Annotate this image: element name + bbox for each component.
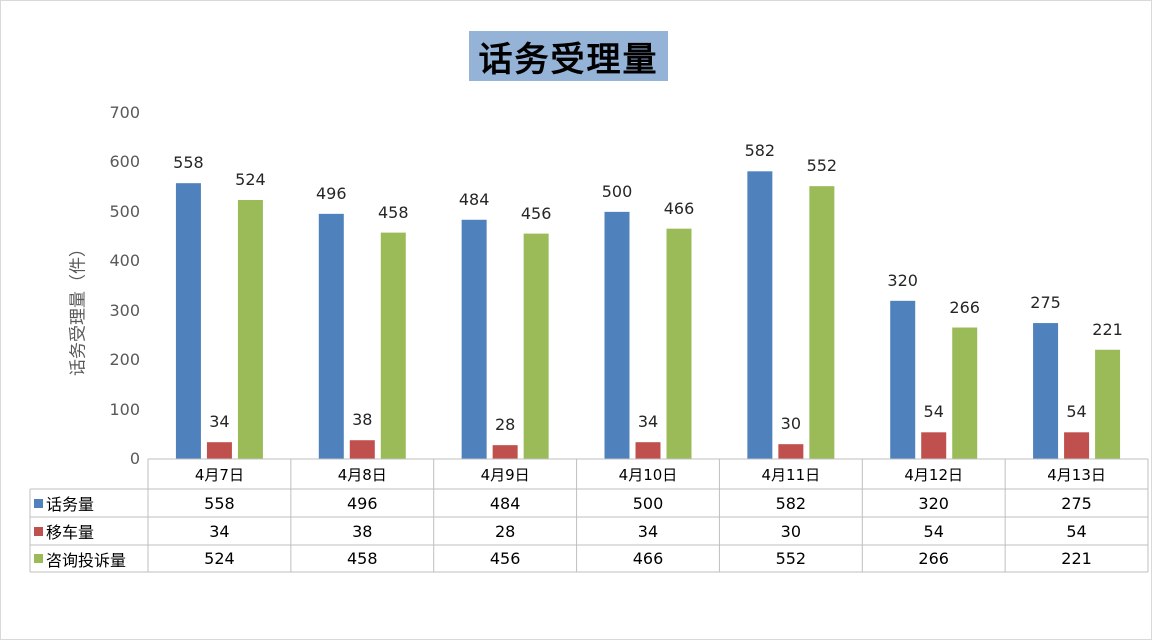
data-label: 500 — [601, 181, 633, 201]
table-cell: 582 — [775, 493, 807, 513]
data-label: 275 — [1030, 293, 1061, 313]
bar — [523, 233, 549, 459]
bar — [809, 186, 835, 459]
data-label: 320 — [887, 270, 918, 290]
table-cell: 552 — [775, 549, 807, 568]
legend-swatch — [34, 554, 43, 563]
x-tick-label: 4月11日 — [761, 466, 821, 484]
data-label: 266 — [949, 297, 980, 317]
data-label: 28 — [494, 415, 516, 435]
table-cell: 30 — [780, 521, 802, 541]
legend-label: 话务量 — [46, 495, 95, 514]
legend-entry: 咨询投诉量 — [34, 545, 126, 572]
y-tick-label: 600 — [109, 152, 140, 172]
chart-title-box: 话务受理量 — [469, 31, 668, 81]
data-label: 552 — [806, 156, 838, 176]
y-tick-label: 0 — [129, 449, 140, 468]
bar — [635, 442, 661, 459]
bar — [1064, 432, 1090, 459]
table-cell: 275 — [1061, 493, 1092, 513]
chart-title: 话务受理量 — [478, 39, 659, 80]
bar — [747, 171, 773, 459]
table-cell: 558 — [204, 493, 235, 513]
bar — [461, 219, 487, 459]
bar — [318, 213, 344, 459]
bar — [778, 444, 804, 459]
data-label: 524 — [235, 169, 266, 189]
data-label: 484 — [458, 189, 490, 209]
x-tick-label: 4月7日 — [194, 466, 244, 484]
data-label: 221 — [1092, 319, 1123, 339]
data-label: 496 — [316, 183, 347, 203]
table-cell: 524 — [204, 549, 235, 568]
data-label: 30 — [780, 414, 802, 434]
data-label: 456 — [520, 203, 552, 223]
data-label: 54 — [1066, 402, 1087, 422]
data-label: 34 — [209, 412, 230, 432]
y-tick-label: 400 — [109, 251, 140, 271]
legend-label: 咨询投诉量 — [46, 550, 127, 570]
table-cell: 266 — [918, 549, 949, 568]
table-cell: 28 — [494, 521, 516, 541]
bar — [237, 199, 263, 459]
x-tick-label: 4月9日 — [480, 466, 530, 484]
data-label: 34 — [637, 412, 659, 432]
bar — [1095, 349, 1121, 459]
bar — [206, 442, 232, 459]
data-label: 54 — [923, 402, 944, 422]
data-label: 38 — [352, 410, 373, 430]
y-tick-label: 200 — [109, 350, 140, 370]
table-cell: 458 — [346, 549, 378, 568]
y-tick-label: 700 — [109, 103, 140, 122]
x-tick-label: 4月8日 — [337, 466, 387, 484]
bar — [175, 183, 201, 459]
bar — [492, 445, 518, 459]
y-tick-label: 300 — [109, 300, 140, 320]
table-cell: 484 — [489, 493, 521, 513]
x-tick-label: 4月12日 — [904, 466, 964, 484]
table-cell: 496 — [346, 493, 378, 513]
table-cell: 466 — [632, 549, 664, 568]
legend-swatch — [34, 498, 43, 508]
bar — [952, 327, 978, 459]
bar — [666, 228, 692, 459]
data-label: 582 — [744, 141, 776, 161]
y-tick-label: 500 — [109, 201, 140, 221]
table-cell: 456 — [489, 549, 521, 568]
table-cell: 34 — [637, 521, 659, 541]
legend-swatch — [34, 526, 43, 536]
x-tick-label: 4月13日 — [1047, 466, 1106, 484]
legend-label: 移车量 — [46, 523, 95, 542]
table-cell: 54 — [1066, 521, 1087, 541]
table-cell: 221 — [1061, 549, 1092, 568]
data-label: 458 — [378, 202, 409, 222]
y-tick-label: 100 — [109, 399, 140, 419]
bar — [380, 232, 406, 459]
legend-entry: 移车量 — [34, 517, 94, 545]
table-cell: 38 — [352, 521, 373, 541]
table-cell: 320 — [918, 493, 949, 513]
table-cell: 34 — [209, 521, 230, 541]
data-label: 466 — [663, 198, 695, 218]
bar — [604, 211, 630, 459]
bar — [921, 432, 947, 459]
data-label: 558 — [173, 153, 204, 173]
table-cell: 54 — [923, 521, 944, 541]
legend-entry: 话务量 — [34, 489, 94, 517]
bar — [1033, 323, 1059, 459]
bar — [890, 300, 916, 459]
x-tick-label: 4月10日 — [618, 466, 678, 484]
table-cell: 500 — [632, 493, 664, 513]
bar — [349, 440, 375, 459]
